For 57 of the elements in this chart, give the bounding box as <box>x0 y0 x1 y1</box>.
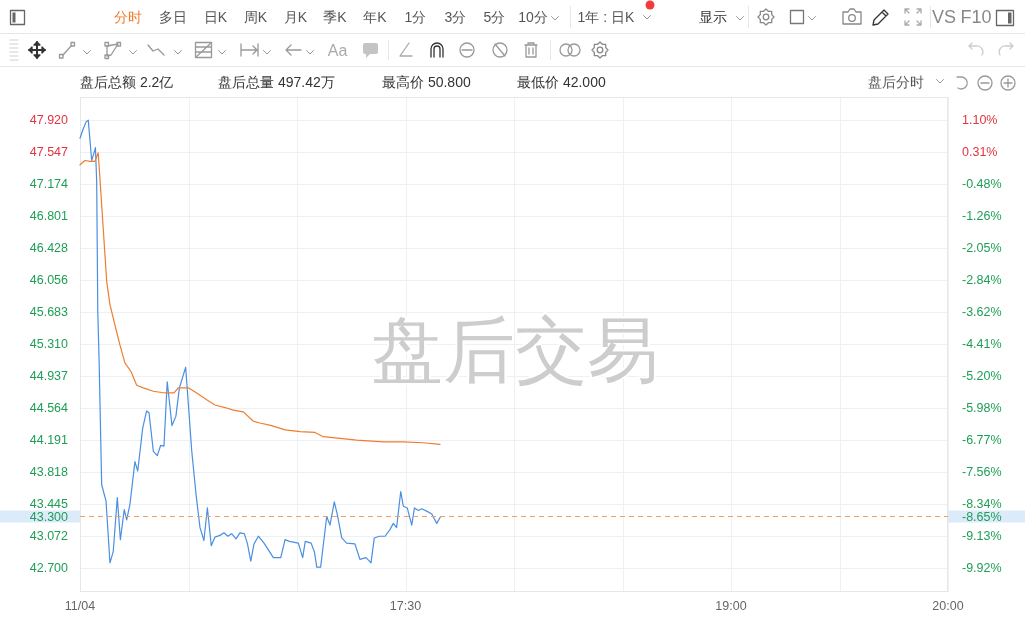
text: 5分 <box>483 9 506 25</box>
text: 1年 : 日K <box>577 9 636 25</box>
x-tick-label: 19:00 <box>715 599 747 613</box>
text: 盘后分时 <box>868 74 924 90</box>
y2-tick-label: -7.56% <box>962 465 1002 480</box>
text: VS <box>931 7 957 27</box>
y2-tick-label: -2.05% <box>962 241 1002 256</box>
y-tick-label: 46.801 <box>29 209 69 224</box>
text: 最低价 42.000 <box>517 74 606 90</box>
y-tick-label: 47.920 <box>29 113 69 128</box>
y-tick-label: 43.072 <box>29 529 69 544</box>
text: 10分 <box>518 9 548 25</box>
y2-tick-label: -8.34% <box>962 497 1002 512</box>
text: 盘后总额 2.2亿 <box>80 74 174 90</box>
x-tick-label: 11/04 <box>64 599 96 613</box>
y2-tick-label: -1.26% <box>962 209 1002 224</box>
x-tick-label: 20:00 <box>932 599 964 613</box>
text: 盘后总量 497.42万 <box>218 74 335 90</box>
text: 显示 <box>699 9 727 25</box>
text: 1分 <box>404 9 427 25</box>
y2-tick-label: 0.31% <box>962 145 998 160</box>
y-tick-label: 43.445 <box>29 497 69 512</box>
y-tick-label: 42.700 <box>29 560 69 575</box>
text: 3分 <box>444 9 467 25</box>
text: 最高价 50.800 <box>382 74 471 90</box>
y-tick-label: 47.174 <box>29 177 69 192</box>
text: 周K <box>243 9 268 25</box>
y2-tick-label: -9.92% <box>962 561 1002 576</box>
x-tick-label: 17:30 <box>389 599 422 613</box>
text: F10 <box>960 7 992 27</box>
text: 多日 <box>159 9 187 25</box>
y-tick-label: 46.428 <box>29 241 69 256</box>
side-label: -8.65% <box>948 509 1025 524</box>
ref-line-label: 43.300 <box>29 509 69 524</box>
text: 季K <box>323 9 348 25</box>
y-tick-label: 44.937 <box>29 369 69 384</box>
y-tick-label: 45.683 <box>29 305 69 320</box>
y-tick-label: 46.056 <box>29 273 69 288</box>
y2-tick-label: -0.48% <box>962 177 1002 192</box>
y2-tick-label: 1.10% <box>962 113 998 128</box>
y-tick-label: 43.818 <box>29 465 69 480</box>
y2-tick-label: -6.77% <box>962 433 1002 448</box>
y2-tick-label: -4.41% <box>962 337 1002 352</box>
y2-tick-label: -9.13% <box>962 529 1002 544</box>
text: 年K <box>363 9 388 25</box>
y-tick-label: 44.564 <box>29 401 69 416</box>
y-tick-label: 44.191 <box>29 433 69 448</box>
text: 月K <box>283 9 308 25</box>
y2-tick-label: -5.20% <box>962 369 1002 384</box>
text: Aa <box>327 41 348 59</box>
y2-tick-label: -2.84% <box>962 273 1002 288</box>
y2-tick-label: -5.98% <box>962 401 1002 416</box>
text: 分时 <box>114 9 142 25</box>
y-tick-label: 47.547 <box>29 145 69 160</box>
y-tick-label: 45.310 <box>29 337 69 352</box>
y2-tick-label: -3.62% <box>962 305 1002 320</box>
text: 日K <box>203 9 228 25</box>
